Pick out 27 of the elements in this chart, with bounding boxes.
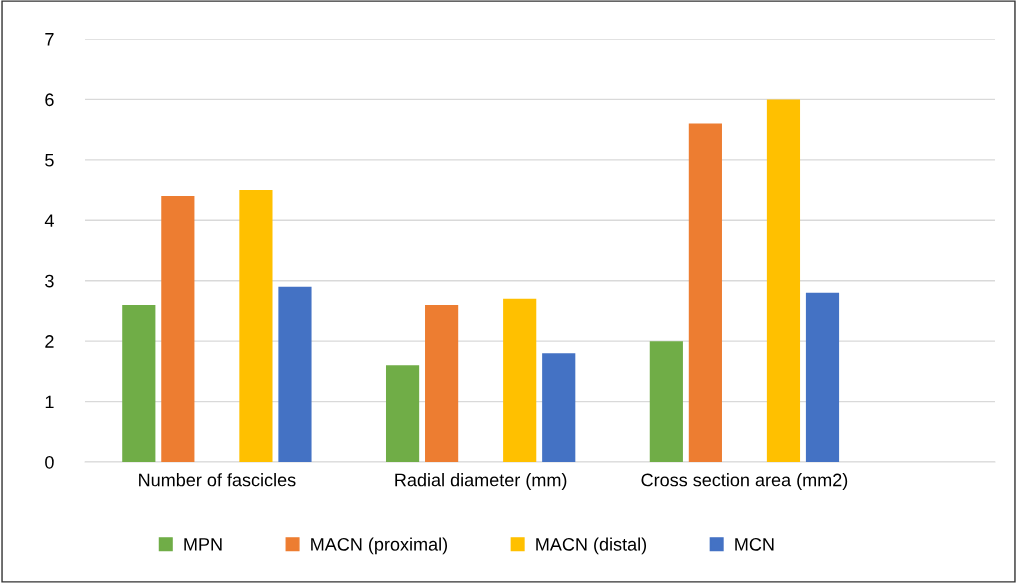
x-tick-label: Radial diameter (mm) — [395, 473, 567, 490]
legend-label: MCN — [735, 537, 774, 551]
legend-label: MACN (distal) — [536, 537, 647, 555]
legend-label: MPN — [184, 538, 222, 551]
y-tick-label: 2 — [45, 335, 54, 348]
bar — [278, 286, 312, 462]
y-tick-label: 4 — [44, 214, 54, 227]
bar — [425, 304, 459, 462]
bar — [542, 353, 576, 462]
y-tick-label: 5 — [45, 153, 54, 167]
y-tick-label: 3 — [45, 274, 54, 288]
legend-label: MACN (proximal) — [311, 537, 448, 555]
y-tick-label: 7 — [45, 33, 54, 46]
x-tick-label: Number of fascicles — [139, 473, 296, 487]
bar — [688, 123, 722, 462]
y-tick-label: 6 — [45, 93, 54, 107]
bar — [805, 292, 840, 462]
y-tick-label: 1 — [45, 395, 54, 409]
bar — [122, 304, 156, 462]
y-tick-label: 0 — [45, 455, 54, 469]
bar — [239, 190, 273, 462]
bar — [649, 341, 683, 462]
bar — [385, 365, 420, 462]
bar — [503, 298, 537, 462]
x-tick-label: Cross section area (mm2) — [641, 473, 848, 490]
bar — [161, 196, 195, 462]
bar — [766, 99, 801, 462]
